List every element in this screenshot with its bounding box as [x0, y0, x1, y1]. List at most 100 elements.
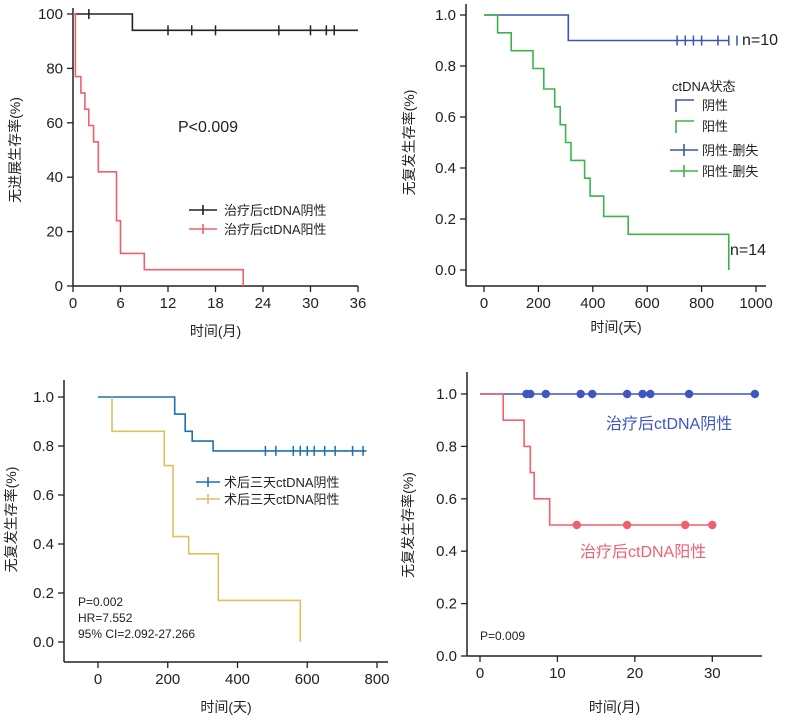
legend-a-positive-label: 治疗后ctDNA阳性 [224, 222, 327, 237]
panel-d-positive-label: 治疗后ctDNA阳性 [580, 543, 706, 561]
x-tick-label: 30 [704, 665, 721, 682]
y-tick-label: 80 [46, 60, 63, 77]
panel-2-plot: 0 200 400 600 800 1000 0.0 0.2 0.4 0.6 0.8 1.0 时间(天)… [401, 4, 773, 335]
censor-marker [684, 389, 694, 399]
y-axis-title: 无复发生存率(%) [401, 90, 417, 196]
censor-marker [541, 389, 551, 399]
km-curve-2 [73, 13, 244, 286]
y-axis-title: 无复发生存率(%) [400, 472, 416, 578]
km-curve-2 [480, 393, 713, 526]
x-tick-label: 0 [94, 671, 102, 688]
y-tick-label: 0.6 [436, 491, 457, 508]
panel-3-plot: 0 200 400 600 800 0.0 0.2 0.4 0.6 0.8 1.0 时间(天) 无复发生… [3, 380, 390, 715]
censor-marker [588, 389, 597, 399]
km-curve-1 [73, 13, 358, 32]
y-tick-label: 20 [46, 224, 63, 241]
x-axis-title: 时间(月) [589, 699, 640, 715]
x-tick-label: 0 [69, 295, 77, 312]
legend-b-neg-censor-label: 阴性-删失 [702, 143, 758, 158]
y-tick-label: 0.2 [435, 211, 456, 228]
x-tick-label: 600 [295, 671, 320, 688]
x-tick-label: 0 [480, 295, 488, 312]
censor-marker [576, 389, 585, 399]
panel-c-hr: HR=7.552 [78, 611, 133, 625]
km-curve-2 [111, 397, 302, 642]
km-curve-1 [484, 14, 729, 42]
x-axis-title: 时间(天) [200, 699, 251, 715]
panel-a-p-value: P<0.009 [178, 119, 238, 136]
y-tick-label: 40 [46, 169, 63, 186]
y-tick-label: 0.8 [33, 438, 54, 455]
x-tick-label: 800 [364, 671, 389, 688]
y-tick-label: 0.8 [435, 58, 456, 75]
legend-c-negative-label: 术后三天ctDNA阴性 [224, 475, 340, 490]
y-axis-title: 无进展生存率(%) [7, 97, 23, 203]
legend-a-negative-label: 治疗后ctDNA阴性 [224, 203, 327, 218]
panel-d-negative-label: 治疗后ctDNA阴性 [606, 415, 732, 433]
censor-marker [572, 520, 581, 530]
censor-marker [708, 520, 717, 530]
x-tick-label: 6 [116, 295, 124, 312]
y-tick-label: 0.0 [436, 648, 457, 665]
legend-b-negative-swatch [675, 99, 694, 112]
legend-b-pos-censor-label: 阳性-删失 [702, 164, 758, 179]
y-tick-label: 0.4 [435, 160, 456, 177]
km-curve-2 [484, 14, 730, 270]
y-tick-label: 0.2 [436, 596, 457, 613]
legend-b-title: ctDNA状态 [672, 79, 736, 94]
x-tick-label: 10 [549, 665, 566, 682]
panel-d: 治疗后ctDNA阴性 治疗后ctDNA阳性 P=0.009 [480, 415, 732, 643]
x-tick-label: 24 [255, 295, 272, 312]
x-tick-label: 200 [526, 295, 551, 312]
panel-1-plot: 0 6 12 18 24 30 36 0 20 40 60 80 100 时间(月) 无进展生存率(%) [7, 6, 366, 339]
panel-b-n-negative: n=10 [742, 32, 778, 49]
y-tick-label: 0.0 [435, 262, 456, 279]
x-tick-label: 200 [155, 671, 180, 688]
y-tick-label: 0.2 [33, 585, 54, 602]
censor-marker [680, 520, 690, 530]
y-axis-title: 无复发生存率(%) [3, 467, 19, 573]
panel-c-p-value: P=0.002 [78, 595, 123, 609]
x-tick-label: 0 [476, 665, 484, 682]
panel-b-n-positive: n=14 [730, 242, 766, 259]
y-tick-label: 60 [46, 115, 63, 132]
legend-b-positive-swatch [675, 120, 694, 133]
y-tick-label: 0 [55, 278, 63, 295]
panel-b-legend: 阴性 阳性 阴性-删失 阳性-删失 [670, 98, 758, 179]
panel-b: ctDNA状态 阴性 阳性 阴性-删失 阳性-删失 n=10 n=14 [670, 32, 778, 259]
panel-a: P<0.009 治疗后ctDNA阴性 治疗后ctDNA阳性 [178, 119, 327, 237]
x-axis-title: 时间(天) [590, 319, 641, 335]
censor-marker [622, 520, 632, 530]
censor-marker [646, 389, 655, 399]
x-tick-label: 36 [350, 295, 367, 312]
censor-marker [638, 389, 647, 399]
censor-marker [750, 389, 760, 399]
km-curve-1 [98, 396, 367, 452]
x-tick-label: 20 [627, 665, 644, 682]
y-tick-label: 0.0 [33, 634, 54, 651]
y-tick-label: 1.0 [436, 386, 457, 403]
panel-4-plot: 0 10 20 30 0.0 0.2 0.4 0.6 0.8 1.0 时间(月) 无复发生存率(%) [400, 372, 762, 715]
legend-c-positive-label: 术后三天ctDNA阳性 [224, 492, 340, 507]
panel-a-legend: 治疗后ctDNA阴性 治疗后ctDNA阳性 [189, 203, 327, 237]
y-tick-label: 1.0 [33, 389, 54, 406]
censor-marker [622, 389, 632, 399]
censor-marker [526, 389, 535, 399]
x-tick-label: 1000 [739, 295, 772, 312]
legend-b-positive-label: 阳性 [702, 119, 728, 134]
legend-b-negative-label: 阴性 [702, 98, 728, 113]
panel-c: 术后三天ctDNA阴性 术后三天ctDNA阳性 P=0.002 HR=7.552… [78, 475, 340, 641]
y-tick-label: 100 [38, 6, 63, 23]
y-tick-label: 0.6 [435, 109, 456, 126]
y-tick-label: 1.0 [435, 7, 456, 24]
x-tick-label: 600 [635, 295, 660, 312]
x-tick-label: 400 [225, 671, 250, 688]
x-tick-label: 800 [689, 295, 714, 312]
x-tick-label: 12 [160, 295, 177, 312]
y-tick-label: 0.6 [33, 487, 54, 504]
x-axis-title: 时间(月) [190, 323, 241, 339]
panel-c-legend: 术后三天ctDNA阴性 术后三天ctDNA阳性 [196, 475, 340, 507]
panel-d-p-value: P=0.009 [480, 629, 525, 643]
